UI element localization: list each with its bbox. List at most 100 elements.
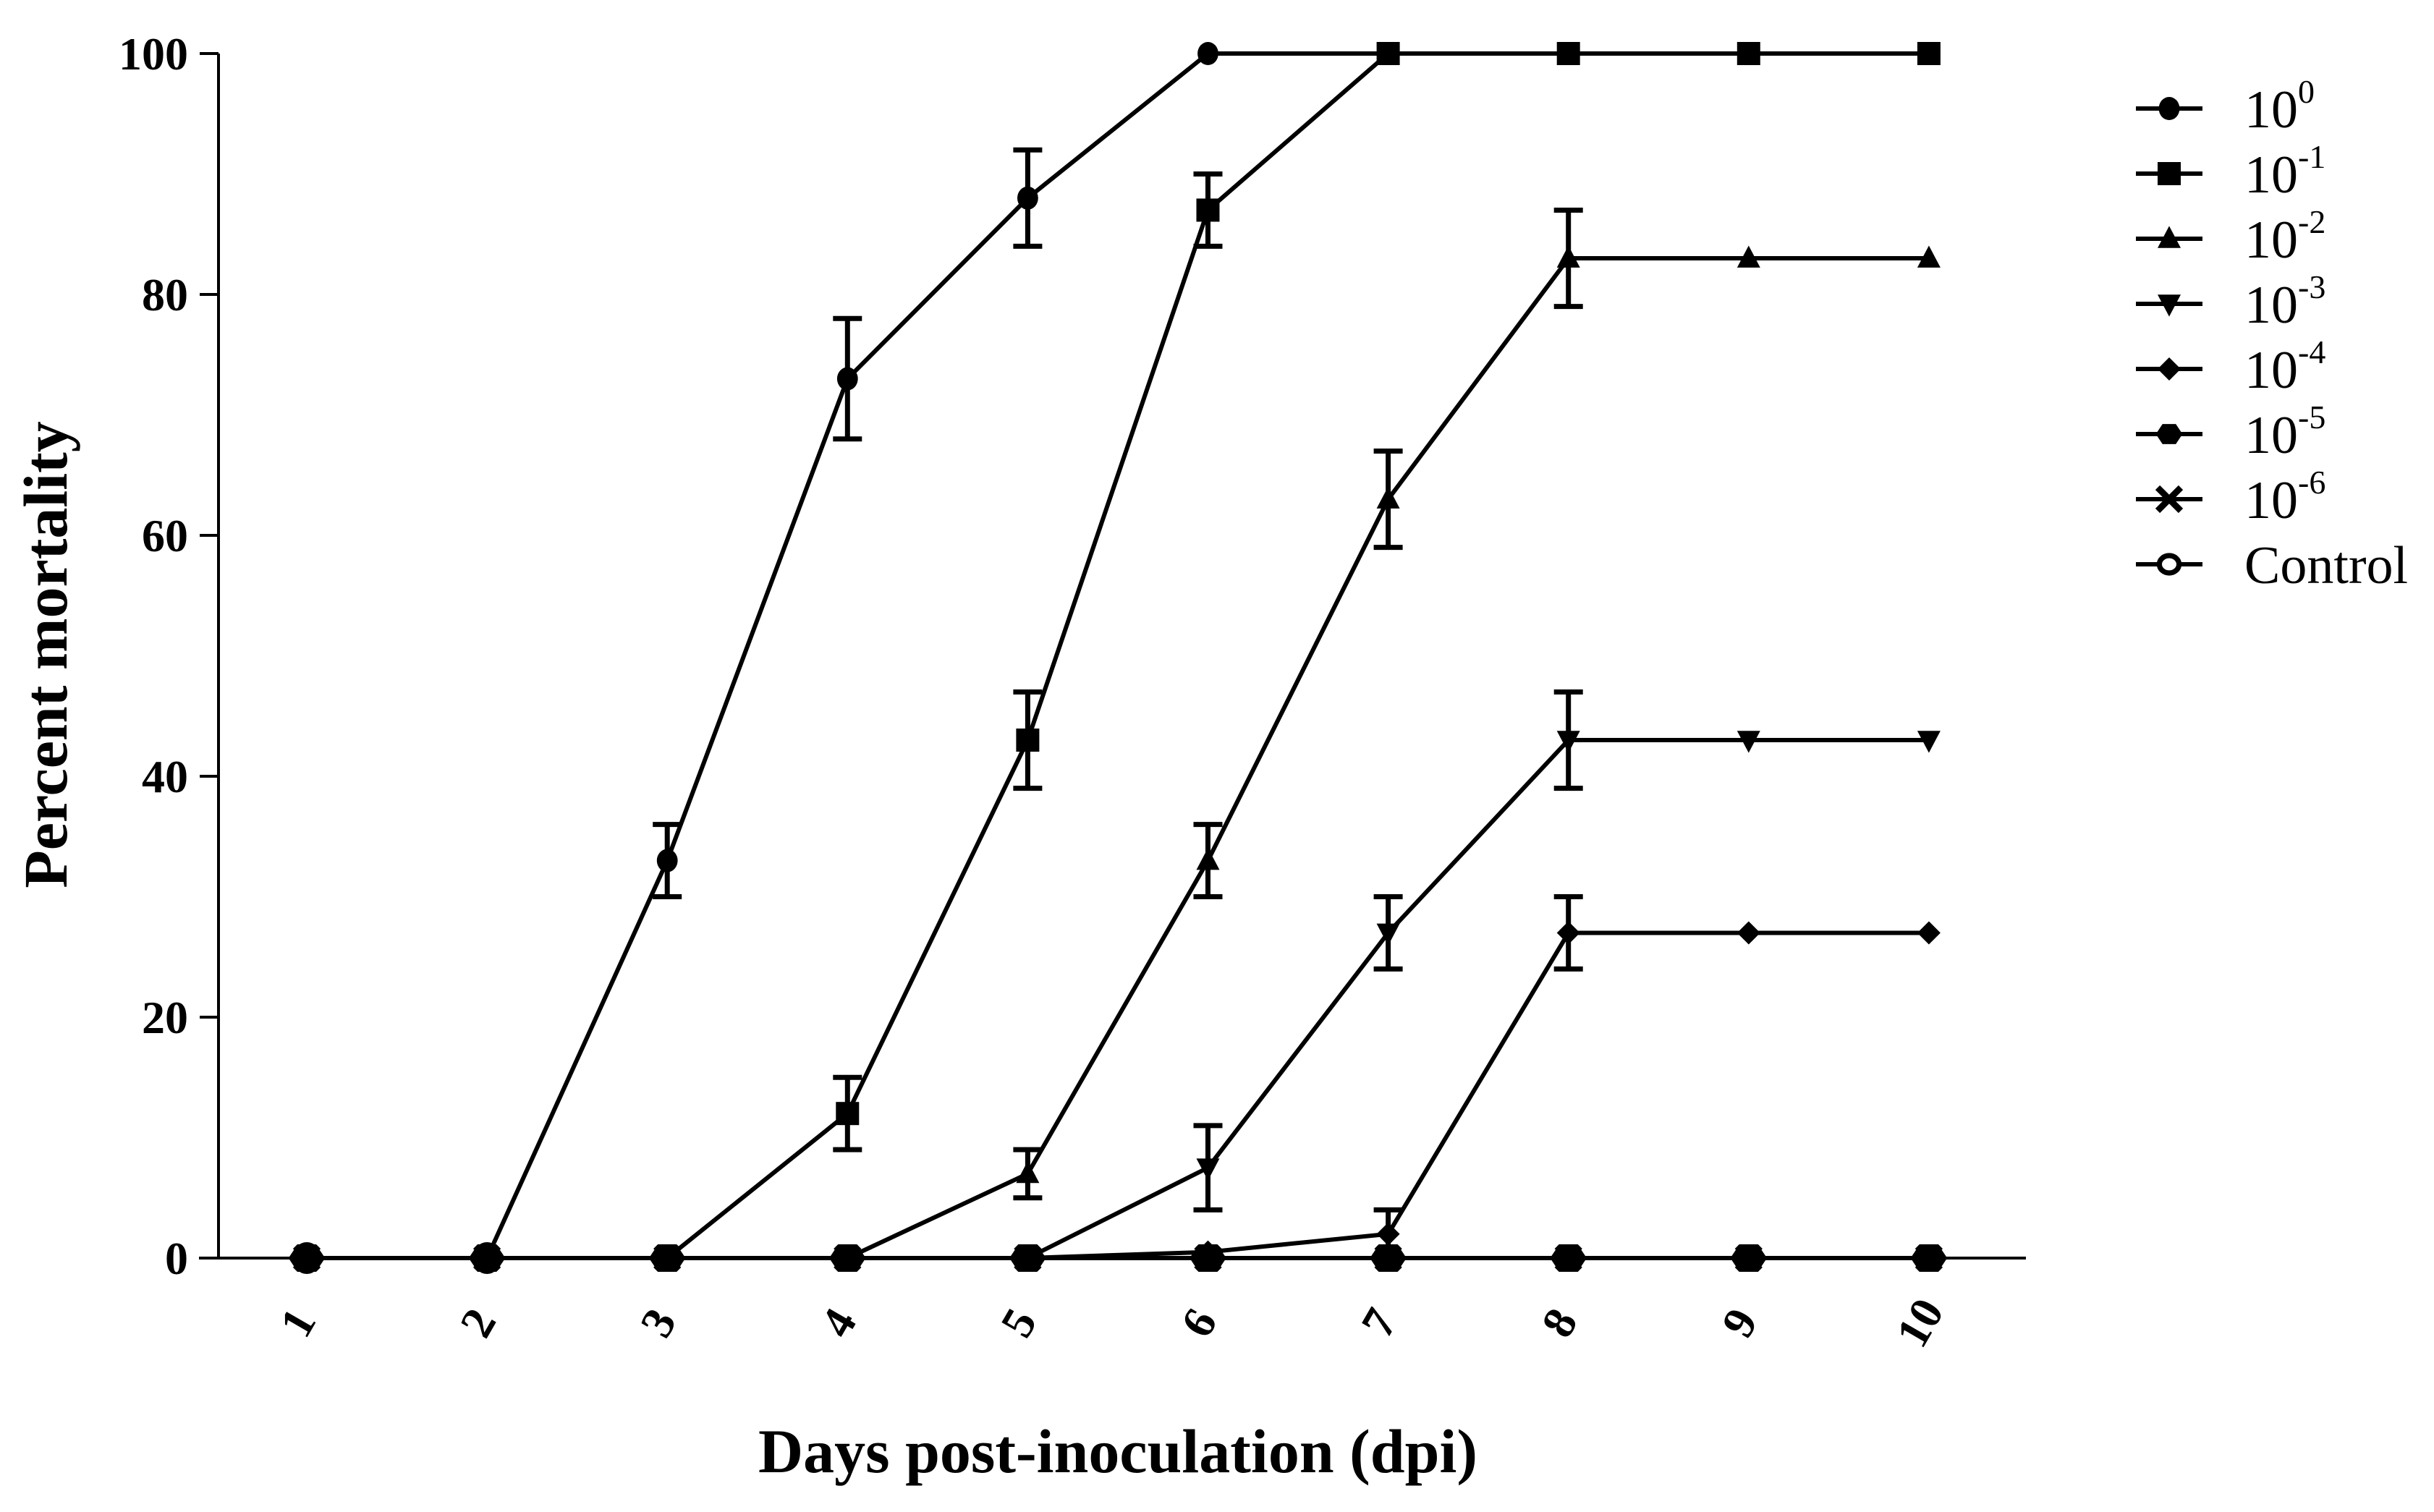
circle-marker-icon [472,1242,501,1274]
legend-item: 10-4 [2136,334,2325,400]
legend-base: 10 [2244,276,2298,335]
x-tick-label: 9 [1711,1300,1767,1346]
legend-base: 10 [2244,341,2298,400]
x-tick-label: 10 [1886,1290,1954,1356]
legend-label: Control [2244,536,2408,595]
x-tick-label: 5 [991,1300,1046,1346]
legend-label: 10-5 [2244,399,2325,465]
x-tick-label: 8 [1531,1300,1587,1346]
legend-item: 10-1 [2136,138,2325,205]
open-circle-marker-icon [2156,553,2182,576]
y-tick-label: 40 [142,751,188,802]
circle-marker-icon [1558,42,1579,65]
legend-exponent: -6 [2298,464,2325,501]
square-marker-icon [1196,198,1220,222]
legend-item: 10-5 [2136,399,2325,465]
diamond-marker-icon [2158,357,2181,381]
triangle-down-marker-icon [1016,1249,1040,1271]
triangle-up-marker-icon [1376,486,1400,509]
y-axis-title: Percent mortality [11,421,80,888]
legend-exponent: -4 [2298,334,2325,370]
hexagon-marker-icon [1550,1244,1587,1273]
x-tick-label: 4 [810,1300,866,1346]
triangle-up-marker-icon [836,1245,860,1267]
legend-exponent: -1 [2298,138,2325,175]
diamond-marker-icon [1196,1240,1220,1264]
hexagon-marker-icon [1910,1244,1948,1273]
legend-label: 10-1 [2244,138,2325,205]
y-tick-label: 0 [165,1233,188,1284]
triangle-down-marker-icon [1556,731,1580,753]
cross-marker-icon [2155,485,2184,514]
hexagon-marker-icon [2155,424,2183,444]
legend-label: 10-2 [2244,203,2325,270]
legend-label: 10-4 [2244,334,2325,400]
circle-marker-icon [656,849,678,872]
series-line [307,256,1929,1260]
x-tick-label: 3 [630,1300,686,1346]
diamond-marker-icon [1917,921,1941,945]
y-tick-label: 80 [142,269,188,320]
circle-marker-icon [1738,42,1760,65]
triangle-up-marker-icon [1556,245,1580,268]
x-axis-title: Days post-inoculation (dpi) [758,1417,1477,1486]
series-line [307,738,1929,1260]
triangle-up-marker-icon [1737,245,1760,268]
legend-exponent: -2 [2298,203,2325,240]
legend-label: 10-6 [2244,464,2325,530]
diamond-marker-icon [1376,1222,1400,1246]
legend-base: 10 [2244,211,2298,270]
diamond-marker-icon [1556,921,1580,945]
hexagon-marker-icon [1730,1244,1768,1273]
legend-base: Control [2244,536,2408,595]
triangle-down-marker-icon [1196,1158,1220,1181]
y-tick-label: 100 [119,28,188,80]
triangle-down-marker-icon [1376,923,1400,946]
triangle-up-marker-icon [2158,226,2181,248]
square-marker-icon [2158,162,2181,185]
legend-label: 10-3 [2244,268,2325,335]
triangle-down-marker-icon [2158,294,2181,317]
series-line [307,51,1929,1260]
square-marker-icon [656,1246,679,1270]
legend-item: 10-6 [2136,464,2325,530]
series-10-3 [295,689,1941,1271]
x-tick-label: 1 [270,1300,326,1346]
legend-base: 10 [2244,145,2298,205]
circle-marker-icon [836,367,858,391]
x-tick-label: 6 [1171,1300,1226,1346]
legend-base: 10 [2244,471,2298,530]
plot-area [288,42,1948,1274]
triangle-down-marker-icon [1917,731,1941,753]
diamond-marker-icon [1737,921,1760,945]
legend-exponent: 0 [2298,73,2315,110]
square-marker-icon [1016,729,1040,752]
legend-base: 10 [2244,406,2298,465]
series-line [307,930,1929,1260]
triangle-up-marker-icon [1016,1160,1040,1184]
x-tick-label: 2 [450,1300,506,1346]
series-100 [292,42,1940,1274]
legend-base: 10 [2244,80,2298,140]
legend-item: 10-3 [2136,268,2325,335]
triangle-up-marker-icon [1917,245,1941,268]
x-tick-label: 7 [1351,1300,1407,1346]
legend-item: 100 [2136,73,2315,140]
triangle-down-marker-icon [1737,731,1760,753]
circle-marker-icon [2158,97,2180,120]
triangle-up-marker-icon [1196,847,1220,870]
circle-marker-icon [1918,42,1940,65]
legend-label: 100 [2244,73,2315,140]
legend-exponent: -5 [2298,399,2325,436]
series-10-1 [295,42,1941,1270]
y-tick-label: 60 [142,510,188,561]
circle-marker-icon [1378,42,1399,65]
circle-marker-icon [1017,186,1038,210]
y-tick-label: 20 [142,992,188,1043]
square-marker-icon [836,1102,860,1126]
axes: 0 20 40 60 80 100 1 2 3 4 5 6 7 8 9 10 [119,28,2026,1356]
legend-item: Control [2136,536,2408,595]
